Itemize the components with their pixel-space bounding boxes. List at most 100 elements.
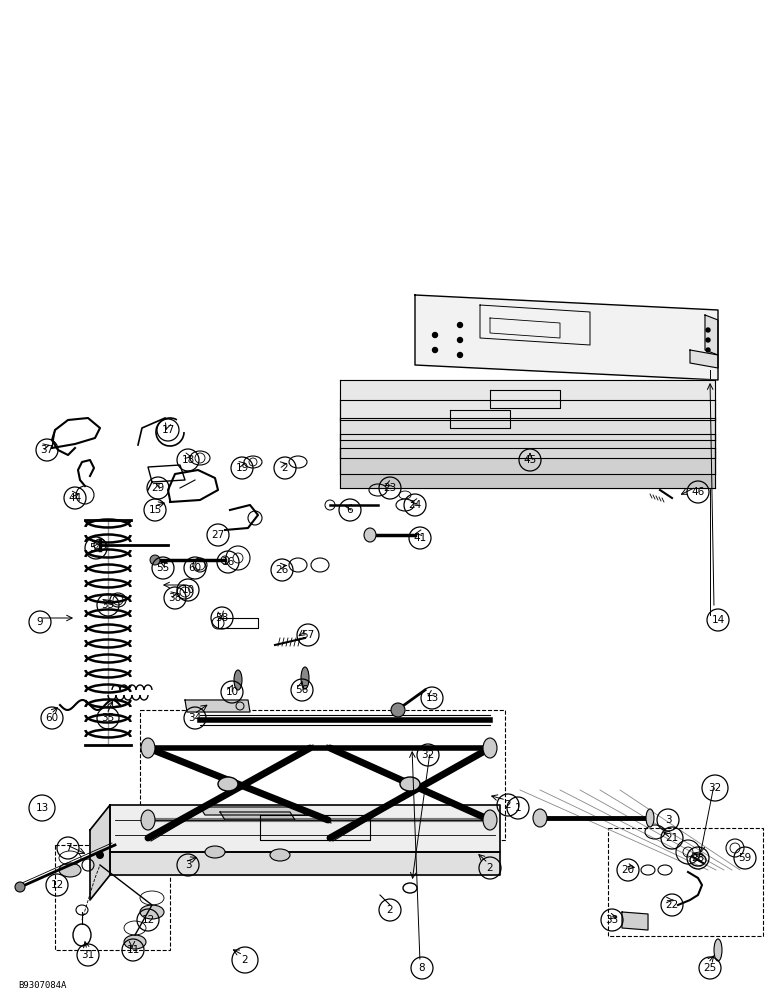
Text: 2: 2 [242, 955, 249, 965]
Text: 25: 25 [703, 963, 716, 973]
Text: 44: 44 [69, 493, 82, 503]
Text: 38: 38 [168, 593, 181, 603]
Ellipse shape [218, 777, 238, 791]
Polygon shape [340, 418, 715, 458]
Ellipse shape [141, 738, 155, 758]
Ellipse shape [301, 667, 309, 689]
Text: 58: 58 [215, 613, 229, 623]
Text: 2: 2 [282, 463, 288, 473]
Text: B9307084A: B9307084A [18, 981, 66, 990]
Text: 9: 9 [37, 617, 43, 627]
Text: 21: 21 [665, 833, 679, 843]
Bar [140, 710, 505, 840]
Text: 2: 2 [387, 905, 393, 915]
Text: 34: 34 [188, 713, 201, 723]
Polygon shape [200, 807, 305, 815]
Text: 35: 35 [101, 713, 114, 723]
Ellipse shape [533, 809, 547, 827]
Polygon shape [340, 448, 715, 488]
Text: 33: 33 [605, 915, 618, 925]
Circle shape [432, 348, 438, 353]
Text: 16: 16 [222, 557, 235, 567]
Text: 7: 7 [65, 843, 71, 853]
Polygon shape [110, 805, 500, 852]
Polygon shape [110, 852, 500, 875]
Polygon shape [220, 812, 295, 820]
Text: 12: 12 [50, 880, 63, 890]
Polygon shape [705, 315, 718, 355]
Text: 54: 54 [90, 543, 103, 553]
Text: 12: 12 [141, 915, 154, 925]
Polygon shape [340, 434, 715, 474]
Text: 41: 41 [413, 533, 427, 543]
Ellipse shape [234, 670, 242, 690]
Circle shape [458, 322, 462, 328]
Text: 57: 57 [301, 630, 315, 640]
Text: 3: 3 [185, 860, 191, 870]
Text: 18: 18 [181, 455, 195, 465]
Text: 24: 24 [408, 500, 422, 510]
Ellipse shape [59, 863, 81, 877]
Text: 60: 60 [46, 713, 59, 723]
Text: 11: 11 [127, 945, 140, 955]
Text: 8: 8 [418, 963, 425, 973]
Polygon shape [415, 295, 718, 380]
Text: 32: 32 [422, 750, 435, 760]
Ellipse shape [124, 935, 146, 949]
Text: 59: 59 [738, 853, 752, 863]
Text: 32: 32 [709, 783, 722, 793]
Circle shape [15, 882, 25, 892]
Text: 10: 10 [181, 585, 195, 595]
Ellipse shape [270, 849, 290, 861]
Polygon shape [340, 380, 715, 420]
Bar [55, 845, 170, 950]
Circle shape [706, 338, 710, 342]
Text: 19: 19 [235, 463, 249, 473]
Ellipse shape [646, 809, 654, 827]
Bar [608, 828, 763, 936]
Circle shape [458, 338, 462, 342]
Text: 31: 31 [81, 950, 95, 960]
Text: 10: 10 [225, 687, 239, 697]
Text: 22: 22 [665, 900, 679, 910]
Text: 23: 23 [384, 483, 397, 493]
Circle shape [432, 332, 438, 338]
Ellipse shape [141, 810, 155, 830]
Text: 60: 60 [188, 563, 201, 573]
Text: 2: 2 [505, 800, 511, 810]
Text: 26: 26 [276, 565, 289, 575]
Ellipse shape [150, 555, 160, 565]
Polygon shape [90, 805, 110, 900]
Text: 46: 46 [692, 487, 705, 497]
Ellipse shape [205, 846, 225, 858]
Circle shape [706, 348, 710, 352]
Text: 6: 6 [347, 505, 354, 515]
Circle shape [96, 851, 104, 859]
Polygon shape [450, 410, 510, 428]
Text: 28: 28 [692, 853, 705, 863]
Text: 15: 15 [148, 505, 161, 515]
Text: 45: 45 [523, 455, 537, 465]
Circle shape [458, 353, 462, 358]
Text: 39: 39 [101, 600, 114, 610]
Ellipse shape [714, 939, 722, 961]
Polygon shape [690, 350, 718, 368]
Text: 20: 20 [621, 865, 635, 875]
Polygon shape [185, 700, 250, 712]
Text: 27: 27 [212, 530, 225, 540]
Ellipse shape [483, 810, 497, 830]
Ellipse shape [483, 738, 497, 758]
Text: 13: 13 [425, 693, 438, 703]
Polygon shape [490, 390, 560, 408]
Ellipse shape [400, 777, 420, 791]
Text: 17: 17 [161, 425, 174, 435]
Text: 37: 37 [40, 445, 53, 455]
Text: 56: 56 [296, 685, 309, 695]
Text: 55: 55 [157, 563, 170, 573]
Circle shape [391, 703, 405, 717]
Text: 13: 13 [36, 803, 49, 813]
Ellipse shape [364, 528, 376, 542]
Text: 3: 3 [665, 815, 672, 825]
Text: 14: 14 [711, 615, 725, 625]
Text: 1: 1 [515, 803, 521, 813]
